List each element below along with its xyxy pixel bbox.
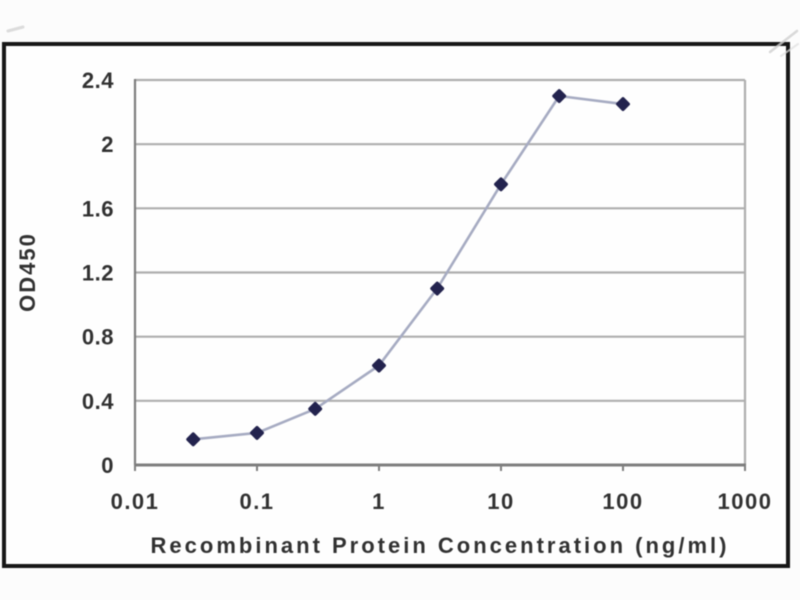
data-point <box>250 425 264 440</box>
x-tick-label: 100 <box>602 489 643 514</box>
x-tick-label: 0.01 <box>111 489 160 514</box>
y-axis-title: OD450 <box>15 232 40 312</box>
x-axis-title: Recombinant Protein Concentration (ng/ml… <box>150 533 730 558</box>
data-point <box>186 432 201 447</box>
scan-artifact-mark <box>780 43 799 57</box>
scan-artifact-mark <box>6 25 25 33</box>
x-tick-label: 1000 <box>718 489 773 514</box>
y-tick-label: 0.8 <box>82 325 114 350</box>
data-point <box>372 358 386 373</box>
y-tick-label: 0 <box>101 453 114 478</box>
data-point <box>494 177 508 192</box>
x-tick-label: 1 <box>372 489 386 514</box>
y-tick-label: 0.4 <box>82 389 114 414</box>
series-line <box>191 94 625 441</box>
data-point <box>616 97 630 112</box>
x-tick-label: 0.1 <box>239 489 274 514</box>
figure-border <box>2 42 790 568</box>
y-tick-label: 1.2 <box>82 261 114 286</box>
y-tick-label: 2 <box>101 132 114 157</box>
data-point <box>308 401 323 416</box>
y-tick-label: 2.4 <box>82 68 114 93</box>
data-point <box>430 281 445 296</box>
y-tick-label: 1.6 <box>82 196 114 221</box>
x-tick-label: 10 <box>487 489 514 514</box>
data-point <box>552 89 567 103</box>
scan-artifact-mark <box>768 29 799 54</box>
